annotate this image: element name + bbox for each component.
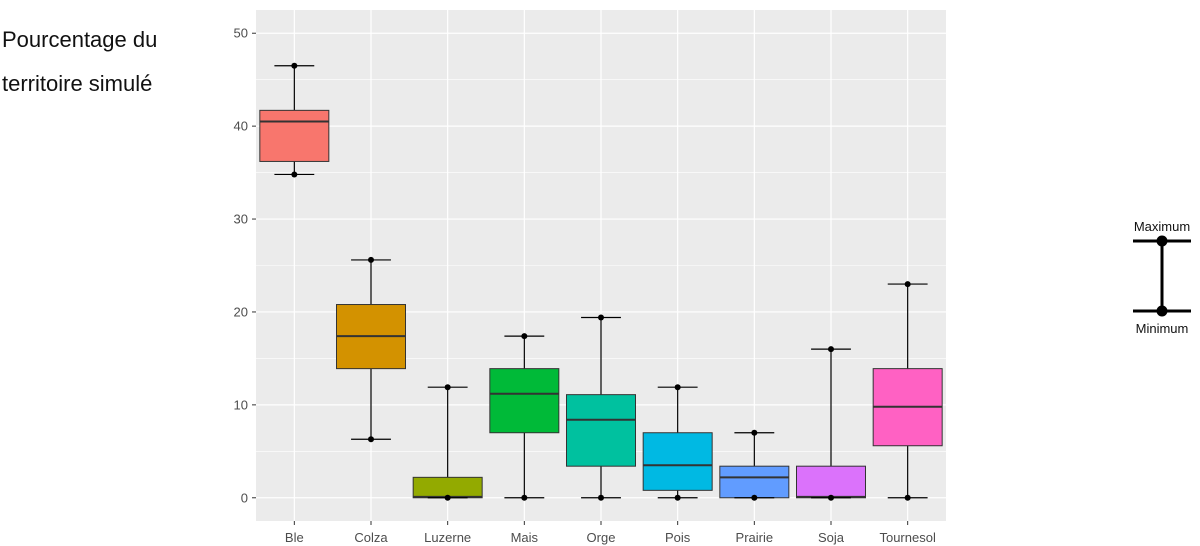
box-prairie (719, 429, 790, 501)
y-tick-label: 20 (234, 304, 248, 319)
max-point (444, 384, 451, 391)
box-colza (336, 256, 406, 443)
max-point (904, 281, 911, 288)
interquartile-box (642, 432, 713, 491)
max-point (828, 346, 834, 353)
x-axis: Ble Colza Luzerne Mais Orge Pois Prairie Soja To… (285, 521, 936, 545)
min-point (904, 494, 911, 501)
max-point (598, 314, 604, 321)
interquartile-box (489, 368, 560, 434)
x-tick-label: Ble (285, 530, 304, 545)
min-point (368, 436, 374, 443)
x-tick-label: Luzerne (424, 530, 471, 545)
box-orge (566, 314, 636, 501)
y-axis: 0 10 20 30 40 50 (234, 26, 256, 505)
box-soja (796, 346, 866, 501)
interquartile-box (259, 109, 330, 162)
box-pois (642, 384, 713, 501)
y-axis-title-line-2: territoire simulé (2, 71, 153, 96)
y-tick-label: 40 (234, 119, 248, 134)
y-tick-label: 30 (234, 212, 248, 227)
legend-max-point (1156, 235, 1168, 247)
max-point (291, 62, 298, 69)
max-point (368, 256, 374, 263)
y-tick-label: 50 (234, 26, 248, 41)
max-point (674, 384, 681, 391)
y-axis-title: Pourcentage du territoire simulé (2, 18, 202, 106)
legend-min-point (1156, 305, 1168, 317)
box-ble (259, 62, 330, 178)
min-point (521, 494, 528, 501)
y-tick-label: 0 (241, 490, 248, 505)
max-point (751, 429, 758, 436)
interquartile-box (719, 465, 790, 499)
x-tick-label: Orge (587, 530, 616, 545)
box-tournesol (872, 281, 943, 501)
interquartile-box (412, 476, 483, 499)
interquartile-box (566, 394, 636, 467)
interquartile-box (796, 465, 866, 499)
box-luzerne (412, 384, 483, 501)
y-tick-label: 10 (234, 397, 248, 412)
min-point (674, 494, 681, 501)
x-tick-label: Prairie (736, 530, 774, 545)
legend-maximum-label: Maximum (1134, 219, 1190, 234)
min-point (444, 494, 451, 501)
min-point (751, 494, 758, 501)
box-mais (489, 333, 560, 501)
legend-minimum-label: Minimum (1136, 321, 1189, 336)
max-point (521, 333, 528, 340)
min-point (291, 171, 298, 178)
min-point (828, 494, 834, 501)
x-tick-label: Tournesol (879, 530, 935, 545)
whisker-legend: Maximum Minimum (1133, 219, 1191, 336)
x-tick-label: Soja (818, 530, 845, 545)
x-tick-label: Colza (354, 530, 388, 545)
boxplot-series (259, 62, 943, 501)
y-axis-title-line-1: Pourcentage du (2, 27, 158, 52)
x-tick-label: Mais (511, 530, 539, 545)
min-point (598, 494, 604, 501)
x-tick-label: Pois (665, 530, 691, 545)
